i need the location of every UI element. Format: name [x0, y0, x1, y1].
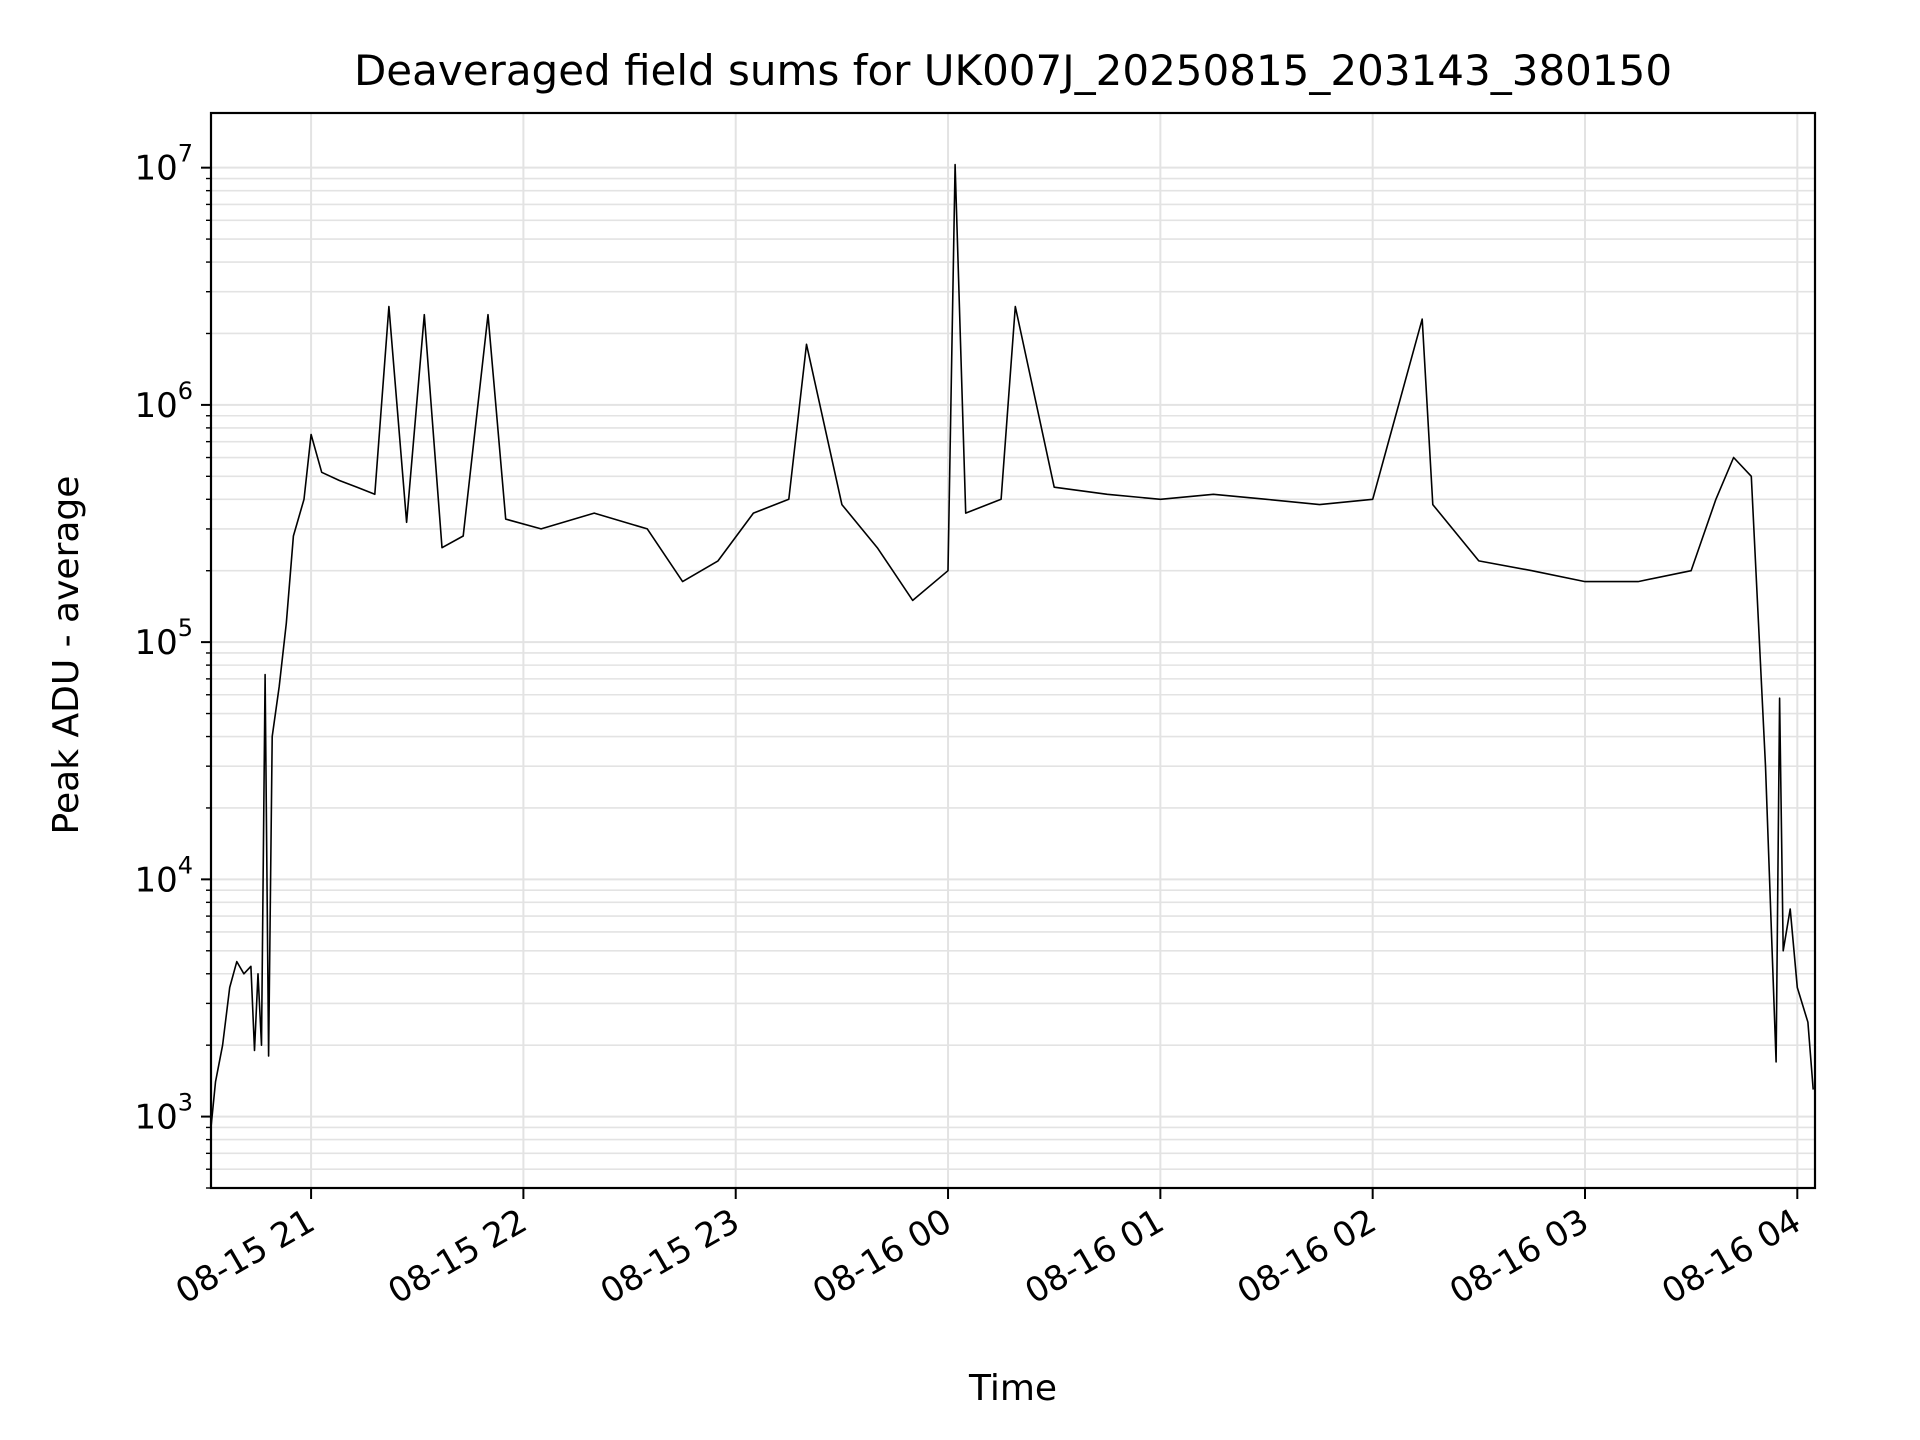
series-layer: [210, 163, 1814, 1128]
y-tick-label: 103: [134, 1089, 193, 1138]
y-tick-base: 10: [134, 623, 177, 663]
x-tick-label: 08-16 04: [1655, 1201, 1807, 1312]
y-tick-exponent: 7: [178, 140, 193, 168]
y-tick-exponent: 3: [178, 1089, 193, 1117]
x-tick-label: 08-15 23: [594, 1201, 746, 1312]
x-tick-label: 08-16 01: [1018, 1201, 1170, 1312]
y-tick-label: 105: [134, 614, 193, 663]
y-tick-base: 10: [134, 149, 177, 189]
x-tick-label: 08-16 00: [806, 1201, 958, 1312]
x-axis-label: Time: [968, 1368, 1057, 1409]
y-tick-label: 106: [134, 377, 193, 426]
y-tick-label: 107: [134, 140, 193, 189]
y-tick-exponent: 4: [178, 851, 193, 879]
y-tick-base: 10: [134, 386, 177, 426]
x-tick-label: 08-15 22: [382, 1201, 534, 1312]
y-tick-exponent: 6: [178, 377, 193, 405]
grid: [211, 113, 1815, 1189]
y-tick-label: 104: [134, 851, 193, 900]
ticks: 08-15 21 08-15 22 08-15 23 08-16 00 08-16 01…: [134, 140, 1807, 1313]
x-tick-label: 08-16 02: [1231, 1201, 1383, 1312]
x-tick-label: 08-16 03: [1443, 1201, 1595, 1312]
y-tick-exponent: 5: [178, 614, 193, 642]
chart-title: Deaveraged field sums for UK007J_2025081…: [354, 46, 1672, 95]
series-line: [210, 163, 1814, 1128]
y-axis-label: Peak ADU - average: [46, 476, 87, 835]
y-tick-base: 10: [134, 1098, 177, 1138]
y-tick-base: 10: [134, 860, 177, 900]
plot-frame: [209, 111, 1817, 1190]
x-tick-label: 08-15 21: [169, 1201, 321, 1312]
